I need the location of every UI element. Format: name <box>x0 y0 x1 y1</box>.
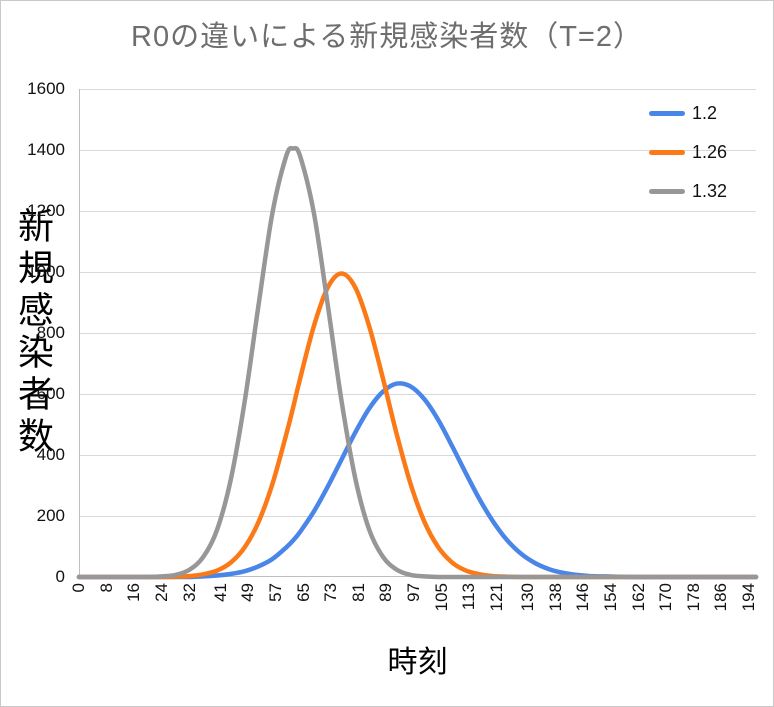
x-tick-label: 113 <box>459 583 479 611</box>
x-tick-label: 16 <box>124 583 144 602</box>
x-tick-label: 146 <box>573 583 593 612</box>
y-tick-label: 1400 <box>27 140 65 159</box>
x-tick-label: 186 <box>711 583 731 612</box>
legend-item-1.2: 1.2 <box>649 100 727 126</box>
legend-label: 1.26 <box>692 141 728 162</box>
x-tick-label: 121 <box>486 583 506 612</box>
x-tick-label: 24 <box>151 583 171 602</box>
x-tick-label: 97 <box>404 583 424 602</box>
x-tick-label: 57 <box>265 583 285 602</box>
x-tick-label: 154 <box>600 583 620 612</box>
x-tick-label: 81 <box>348 583 368 602</box>
x-tick-label: 170 <box>656 583 676 612</box>
chart-title: R0の違いによる新規感染者数（T=2） <box>131 21 643 53</box>
y-tick-label: 200 <box>36 506 65 525</box>
legend-line-icon <box>649 149 685 155</box>
y-tick-label: 400 <box>36 445 65 464</box>
series-line-1.26 <box>76 271 759 580</box>
x-tick-label: 73 <box>321 583 341 602</box>
plot-area <box>76 89 759 580</box>
plot-svg <box>76 89 759 580</box>
y-axis-title: 新規感染者数 <box>13 207 54 459</box>
y-axis-tick-labels: 0 200 400 600 800 1000 1200 1400 1600 <box>1 79 71 586</box>
legend: 1.2 1.26 1.32 <box>649 100 727 217</box>
series-line-1.32 <box>76 145 759 580</box>
y-tick-label: 1000 <box>27 262 65 281</box>
x-tick-label: 178 <box>683 583 703 612</box>
x-tick-label: 8 <box>96 583 116 593</box>
x-tick-label: 130 <box>518 583 538 612</box>
legend-line-icon <box>649 110 685 116</box>
x-tick-label: 89 <box>376 583 396 602</box>
x-tick-label: 194 <box>739 583 759 612</box>
y-tick-label: 1200 <box>27 201 65 220</box>
x-tick-label: 138 <box>545 583 565 612</box>
x-tick-label: 32 <box>179 583 199 602</box>
legend-line-icon <box>649 188 685 194</box>
y-tick-label: 1600 <box>27 79 65 98</box>
x-tick-label: 49 <box>238 583 258 602</box>
legend-item-1.32: 1.32 <box>649 178 727 204</box>
legend-label: 1.2 <box>692 102 718 123</box>
x-tick-label: 0 <box>69 583 88 593</box>
legend-item-1.26: 1.26 <box>649 139 727 165</box>
x-tick-label: 105 <box>431 583 451 612</box>
y-tick-label: 800 <box>36 323 65 342</box>
x-tick-label: 162 <box>628 583 648 612</box>
y-tick-label: 0 <box>55 567 65 586</box>
series-line-1.2 <box>76 381 759 580</box>
x-tick-label: 65 <box>293 583 313 602</box>
y-tick-label: 600 <box>36 384 65 403</box>
x-axis-tick-labels: 0 8 16 24 32 41 49 57 65 73 81 89 97 105 113 121 130 138 1… <box>69 583 759 629</box>
x-tick-label: 41 <box>210 583 230 602</box>
legend-label: 1.32 <box>692 180 728 201</box>
x-axis-title: 時刻 <box>387 646 448 679</box>
